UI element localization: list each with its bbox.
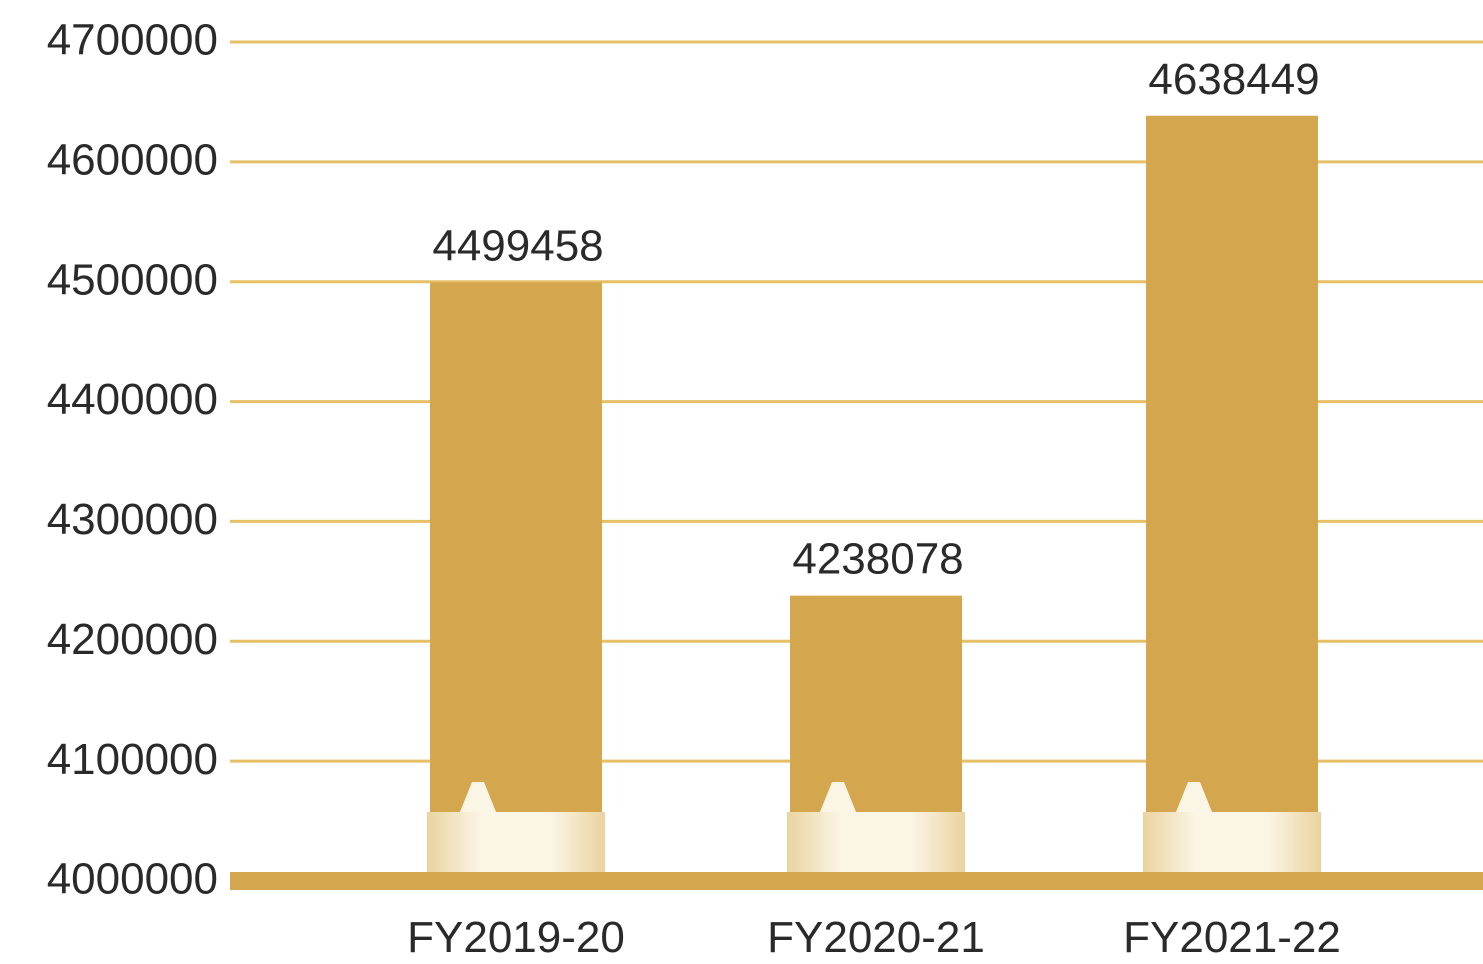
- x-category-label: FY2021-22: [1123, 913, 1341, 962]
- y-tick-label: 4600000: [47, 135, 218, 184]
- bars: [427, 115, 1321, 872]
- bar-value-label: 4499458: [432, 221, 603, 270]
- bar-base: [787, 812, 965, 872]
- axis-break-notch: [460, 782, 496, 812]
- y-tick-label: 4500000: [47, 255, 218, 304]
- bar-value-label: 4638449: [1148, 55, 1319, 104]
- category-labels: FY2019-20 FY2020-21 FY2021-22: [407, 913, 1341, 962]
- bar-value-label: 4238078: [792, 535, 963, 584]
- axis-break-notch: [820, 782, 856, 812]
- y-tick-label: 4200000: [47, 615, 218, 664]
- x-category-label: FY2019-20: [407, 913, 625, 962]
- y-axis-ticks: 4000000 4100000 4200000 4300000 4400000 45000…: [47, 16, 218, 904]
- y-tick-label: 4300000: [47, 495, 218, 544]
- y-tick-label: 4100000: [47, 735, 218, 784]
- x-axis: [230, 872, 1483, 890]
- bar: [430, 282, 602, 813]
- bar-base: [1143, 812, 1321, 872]
- bar: [1146, 115, 1318, 813]
- y-tick-label: 4400000: [47, 375, 218, 424]
- y-tick-label: 4700000: [47, 16, 218, 65]
- value-labels: 4499458 4238078 4638449: [432, 55, 1319, 584]
- y-tick-label: 4000000: [47, 855, 218, 904]
- x-axis-line: [230, 872, 1483, 890]
- axis-break-notch: [1176, 782, 1212, 812]
- bar: [790, 595, 962, 812]
- bar-base: [427, 812, 605, 872]
- x-category-label: FY2020-21: [767, 913, 985, 962]
